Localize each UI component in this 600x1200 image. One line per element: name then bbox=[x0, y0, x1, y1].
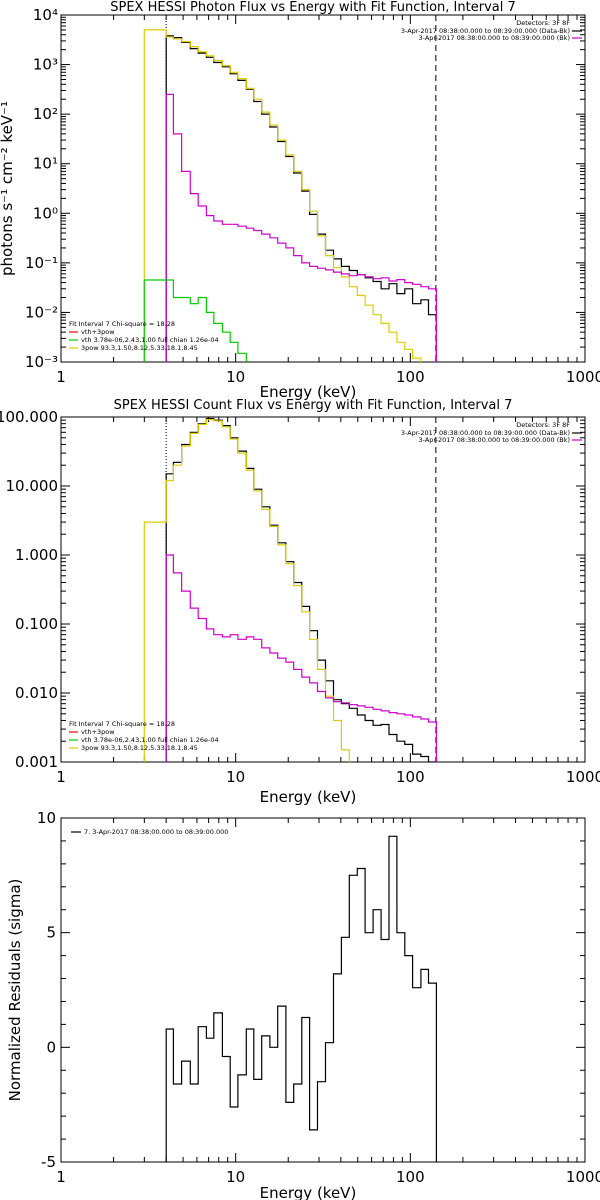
legend-entry-text: 7. 3-Apr-2017 08:38:00.000 to 08:39:00.0… bbox=[84, 828, 228, 836]
legend-header: Detectors: 3F 8F bbox=[516, 421, 570, 429]
plot-frame bbox=[60, 14, 586, 363]
chart-title: SPEX HESSI Count Flux vs Energy with Fit… bbox=[114, 398, 513, 413]
x-axis-label: Energy (keV) bbox=[260, 383, 357, 401]
count-flux-panel: SPEX HESSI Count Flux vs Energy with Fit… bbox=[0, 398, 600, 806]
y-tick-label: 10⁴ bbox=[33, 6, 58, 24]
legend-entry-text: 3pow 93.3,1.50,8.12,5.33,18.1,8.45 bbox=[81, 744, 198, 752]
y-tick-label: 10⁰ bbox=[33, 204, 58, 222]
y-tick-label: 0.100 bbox=[15, 615, 58, 633]
y-tick-label: 5 bbox=[46, 924, 56, 942]
series-group bbox=[143, 417, 437, 762]
legend-entry-text: 3-Apr-2017 08:38:00.000 to 08:39:00.000 … bbox=[401, 27, 570, 35]
x-tick-label: 1000 bbox=[566, 1168, 600, 1186]
y-tick-label: 10⁻² bbox=[25, 303, 58, 321]
y-axis-label: photons s⁻¹ cm⁻² keV⁻¹ bbox=[0, 101, 16, 276]
series-group bbox=[143, 29, 437, 362]
y-tick-label: 10¹ bbox=[33, 155, 58, 173]
plot-frame bbox=[60, 416, 586, 763]
x-axis-label: Energy (keV) bbox=[260, 1184, 357, 1200]
series-line-1 bbox=[143, 29, 422, 362]
y-tick-label: 10 bbox=[37, 809, 56, 827]
y-tick-label: 10.000 bbox=[6, 477, 59, 495]
y-axis-label: Normalized Residuals (sigma) bbox=[6, 879, 24, 1102]
y-tick-label: 10⁻³ bbox=[25, 353, 58, 371]
legend-entry-text: 3-Apr-2017 08:38:00.000 to 08:39:00.000 … bbox=[419, 436, 570, 444]
y-tick-label: 0 bbox=[46, 1038, 56, 1056]
x-tick-label: 100 bbox=[396, 368, 425, 386]
series-line-1 bbox=[143, 418, 350, 762]
legend-entry-text: 3-Apr-2017 08:38:00.000 to 08:39:00.000 … bbox=[401, 429, 570, 437]
series-line-0 bbox=[165, 35, 437, 362]
legend-entry-text: 3-Apr-2017 08:38:00.000 to 08:39:00.000 … bbox=[419, 34, 570, 42]
series-line-2 bbox=[165, 554, 437, 762]
x-tick-label: 1 bbox=[56, 768, 66, 786]
photon-flux-panel: SPEX HESSI Photon Flux vs Energy with Fi… bbox=[0, 0, 600, 401]
legend-entry-text: vth 3.78e-06,2.43,1.00 full chian 1.26e-… bbox=[81, 736, 219, 744]
x-tick-label: 1000 bbox=[566, 368, 600, 386]
chart-title: SPEX HESSI Photon Flux vs Energy with Fi… bbox=[110, 0, 516, 15]
plot-frame bbox=[60, 817, 586, 1163]
x-tick-label: 1000 bbox=[566, 768, 600, 786]
series-line-3 bbox=[143, 279, 247, 362]
x-tick-label: 1 bbox=[56, 368, 66, 386]
legend-entry-text: Fit Interval 7 Chi-square = 18.28 bbox=[69, 320, 175, 328]
x-tick-label: 10 bbox=[226, 768, 245, 786]
y-tick-label: 10⁻¹ bbox=[25, 254, 58, 272]
y-tick-label: -5 bbox=[41, 1153, 56, 1171]
legend-entry-text: 3pow 93.3,1.50,8.12,5.33,18.1,8.45 bbox=[81, 344, 198, 352]
x-axis-label: Energy (keV) bbox=[260, 788, 357, 806]
x-tick-label: 100 bbox=[396, 768, 425, 786]
y-tick-label: 10³ bbox=[33, 56, 58, 74]
x-tick-label: 10 bbox=[226, 1168, 245, 1186]
y-tick-label: 0.010 bbox=[15, 684, 58, 702]
y-tick-label: 10² bbox=[33, 105, 58, 123]
legend-entry-text: vth 3.78e-06,2.43,1.00 full chian 1.26e-… bbox=[81, 336, 219, 344]
legend-header: Detectors: 3F 8F bbox=[516, 19, 570, 27]
y-tick-label: 0.001 bbox=[15, 753, 58, 771]
legend-entry-text: vth+3pow bbox=[81, 728, 115, 736]
x-tick-label: 10 bbox=[226, 368, 245, 386]
series-group bbox=[165, 835, 437, 1162]
series-line-2 bbox=[165, 93, 437, 362]
y-tick-label: 100.000 bbox=[0, 408, 58, 426]
residuals-panel: 1 10 100 1000 Energy (keV) -5 0 5 10 Normalized R… bbox=[6, 809, 600, 1200]
legend-entry-text: vth+3pow bbox=[81, 328, 115, 336]
x-tick-label: 100 bbox=[396, 1168, 425, 1186]
y-tick-label: 1.000 bbox=[15, 546, 58, 564]
legend-entry-text: Fit Interval 7 Chi-square = 18.28 bbox=[69, 720, 175, 728]
x-tick-label: 1 bbox=[56, 1168, 66, 1186]
series-line-0 bbox=[165, 835, 437, 1162]
